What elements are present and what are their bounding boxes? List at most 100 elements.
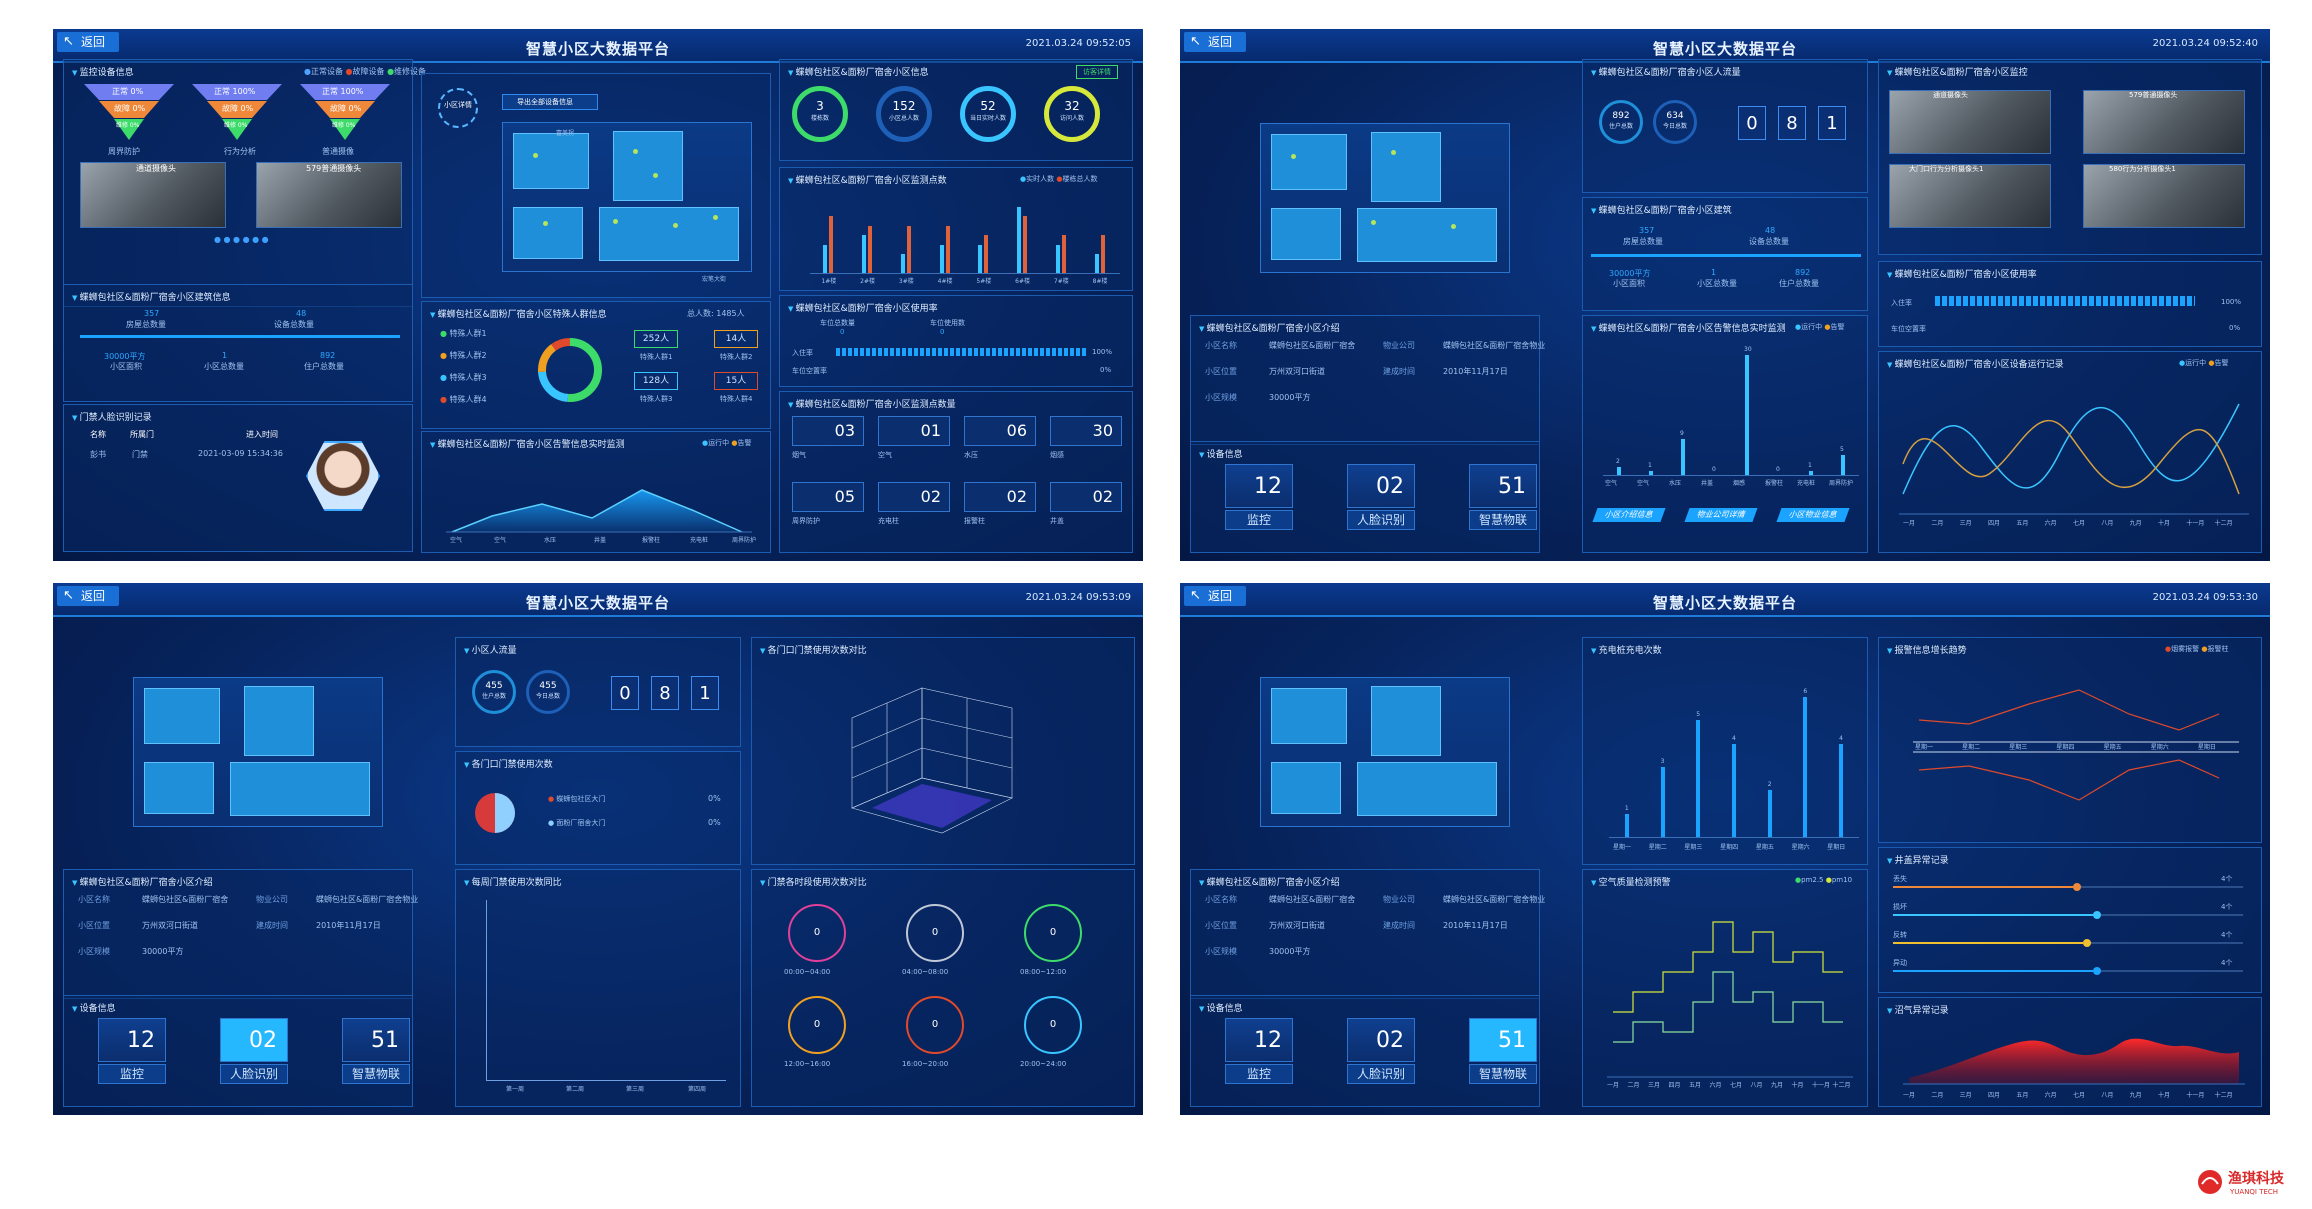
device-counter-label: 报警柱 [964,517,985,525]
device-count-iot[interactable]: 51 [1469,464,1537,508]
device-counter[interactable]: 03 [792,416,864,446]
alarm-trend-chart [1913,689,2239,801]
alarm-bar-value: 0 [1712,466,1716,473]
bar-label: 2#楼 [860,278,875,285]
alarm-bar-value: 5 [1840,446,1844,453]
month-label: 五月 [1689,1082,1702,1089]
charge-bar-value: 6 [1803,688,1808,695]
camera-feed[interactable] [1889,90,2051,154]
estate-detail-button[interactable]: 小区详情 [438,88,478,128]
month-label: 十一月 [1812,1082,1831,1089]
charge-bar-label: 星期三 [1684,844,1703,851]
special-people-panel: 蝶蛳包社区&面粉厂宿舍小区特殊人群信息 总人数: 1485人 ● 特殊人群1 ●… [421,301,771,429]
bar-label: 1#楼 [821,278,837,285]
bar-total [1023,216,1028,273]
trend-label: 星期一 [1915,744,1934,751]
building-block [599,207,739,261]
bar-realtime [862,235,867,273]
bar-label: 7#楼 [1053,278,1069,285]
back-button[interactable]: ↖ 返回 [1184,32,1246,52]
camera-feed[interactable] [80,162,226,228]
month-label: 十一月 [2186,1092,2205,1099]
period-label: 04:00~08:00 [902,968,949,976]
clock: 2021.03.24 09:53:30 [2152,592,2258,603]
month-label: 四月 [1988,520,2001,527]
top-bar: ↖ 返回 智慧小区大数据平台 2021.03.24 09:53:09 [53,583,1143,617]
camera-panel: 蝶蛳包社区&面粉厂宿舍小区监控 通道摄像头 579普通摄像头 大门口行为分析摄像… [1878,59,2262,255]
top-bar: ↖ 返回 智慧小区大数据平台 2021.03.24 09:52:05 [53,29,1143,63]
estate-map[interactable] [1260,123,1510,273]
export-button[interactable]: 导出全部设备信息 [502,94,598,110]
bar-label: 8#楼 [1092,278,1108,285]
timeline-bar [80,335,400,338]
visitor-detail-button[interactable]: 访客详情 [1076,65,1118,79]
charge-bar-value: 2 [1767,781,1772,789]
back-button[interactable]: ↖ 返回 [57,32,119,52]
period-ring: 0 [906,996,964,1054]
month-label: 十月 [2158,1092,2171,1099]
bar-label: 5#楼 [976,278,992,285]
property-pill[interactable]: 物业公司详情 [1684,508,1758,522]
month-label: 二月 [1931,520,1944,527]
alarm-bar-label: 空气 [1605,480,1618,487]
month-label: 三月 [1959,1092,1972,1099]
charge-bar [1696,720,1701,837]
estate-map[interactable] [133,677,383,827]
period-label: 00:00~04:00 [784,968,831,976]
device-counter[interactable]: 02 [1050,482,1122,512]
back-button[interactable]: ↖ 返回 [1184,586,1246,606]
estate-map[interactable] [1260,677,1510,827]
month-label: 三月 [1959,520,1972,527]
alarm-bar-label: 烟感 [1733,480,1746,487]
month-label: 四月 [1668,1082,1681,1089]
estate-pill[interactable]: 小区物业信息 [1776,508,1850,522]
device-counter[interactable]: 01 [878,416,950,446]
back-arrow-icon: ↖ [1190,588,1201,603]
clock: 2021.03.24 09:53:09 [1025,592,1131,603]
device-count-monitor[interactable]: 12 [1225,464,1293,508]
month-label: 十月 [2158,520,2171,527]
camera-feed[interactable] [2083,164,2245,228]
charge-bar-value: 5 [1696,711,1701,719]
device-counter[interactable]: 06 [964,416,1036,446]
trend-label: 星期三 [2009,744,2028,751]
device-count-face[interactable]: 02 [1347,464,1415,508]
camera-feed[interactable] [1889,164,2051,228]
company-logo: 渔琪科技 YUANQI TECH [2196,1168,2296,1202]
page-title: 智慧小区大数据平台 [1652,594,1797,612]
camera-feed[interactable] [256,162,402,228]
device-counter[interactable]: 02 [878,482,950,512]
bar-total [868,225,873,273]
special-people-donut [538,338,602,402]
month-label: 八月 [1750,1082,1763,1089]
bar-total [906,225,911,273]
month-label: 二月 [1931,1092,1944,1099]
estate-map[interactable] [502,122,752,272]
bar-label: 3#楼 [898,278,914,285]
period-label: 08:00~12:00 [1020,968,1067,976]
page-title: 智慧小区大数据平台 [525,594,670,612]
charge-bar-value: 3 [1660,758,1665,765]
device-counter[interactable]: 05 [792,482,864,512]
face-avatar[interactable] [306,441,380,511]
manhole-bar-knob [2093,967,2101,975]
device-counter[interactable]: 02 [964,482,1036,512]
charge-bar-label: 星期四 [1720,844,1739,851]
camera-feed[interactable] [2083,90,2245,154]
alarm-panel: 蝶蛳包社区&面粉厂宿舍小区告警信息实时监测 ●运行中 ●告警 219030015… [1582,315,1868,553]
pager-dots[interactable]: ● ● ● ● ● ● [214,235,269,244]
intro-pill[interactable]: 小区介绍信息 [1592,508,1666,522]
device-counter[interactable]: 30 [1050,416,1122,446]
top-bar: ↖ 返回 智慧小区大数据平台 2021.03.24 09:53:30 [1180,583,2270,617]
back-button[interactable]: ↖ 返回 [57,586,119,606]
month-label: 九月 [2129,1092,2142,1099]
alarm-bar-label: 周界防护 [1829,480,1854,487]
charge-bar-label: 星期日 [1827,844,1846,851]
trend-label: 星期六 [2150,744,2169,751]
month-label: 十二月 [2214,520,2233,527]
period-label: 20:00~24:00 [1020,1060,1067,1068]
month-label: 七月 [2073,1092,2086,1099]
